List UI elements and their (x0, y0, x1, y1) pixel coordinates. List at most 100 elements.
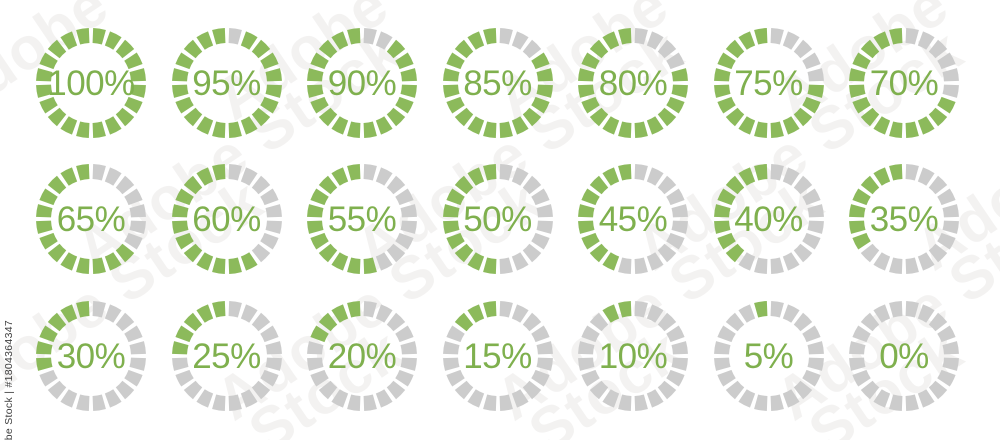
ring-segment-filled (466, 304, 484, 323)
progress-ring-45: 45% (575, 161, 691, 277)
ring-segment-filled (646, 116, 664, 135)
ring-segment-empty (535, 204, 553, 218)
ring-segment-filled (310, 325, 329, 343)
ring-segment-filled (511, 116, 529, 135)
ring-segment-filled (183, 243, 202, 263)
ring-segment-filled (251, 39, 270, 59)
ring-segment-empty (657, 243, 677, 263)
ring-segment-empty (942, 220, 959, 234)
ring-segment-empty (400, 341, 417, 355)
ring-segment-filled (347, 257, 361, 274)
progress-ring-40: 40% (711, 161, 827, 277)
ring-segment-filled (310, 188, 329, 206)
ring-segment-filled (251, 107, 270, 127)
ring-segment-filled (36, 220, 53, 234)
ring-segment-filled (307, 204, 324, 218)
ring-segment-filled (183, 39, 202, 59)
ring-segment-empty (873, 304, 891, 323)
ring-segment-empty (498, 301, 513, 318)
ring-segment-empty (240, 389, 258, 408)
ring-segment-filled (801, 96, 821, 114)
ring-segment-empty (852, 369, 871, 387)
ring-segment-filled (454, 243, 473, 263)
ring-segment-empty (618, 394, 632, 411)
ring-segment-filled (578, 220, 595, 234)
ring-segment-empty (942, 341, 959, 355)
ring-segment-filled (174, 232, 194, 250)
ring-segment-filled (211, 28, 226, 45)
ring-segment-empty (589, 380, 609, 400)
ring-segment-empty (666, 232, 685, 250)
ring-segment-filled (769, 121, 784, 138)
ring-segment-empty (363, 301, 377, 318)
ring-segment-empty (928, 243, 948, 263)
ring-segment-empty (395, 369, 414, 387)
ring-label: 0% (879, 336, 929, 376)
ring-segment-empty (634, 164, 648, 181)
ring-segment-filled (395, 52, 414, 70)
ring-segment-empty (259, 369, 279, 387)
ring-segment-empty (442, 341, 460, 355)
ring-segment-empty (92, 164, 106, 181)
ring-segment-empty (634, 257, 648, 274)
ring-segment-filled (618, 121, 632, 138)
ring-segment-filled (47, 312, 67, 332)
ring-segment-filled (115, 243, 135, 263)
ring-label: 95% (192, 63, 261, 103)
ring-segment-filled (618, 28, 632, 45)
ring-segment-empty (400, 204, 417, 218)
ring-segment-empty (251, 312, 270, 332)
ring-segment-empty (211, 394, 226, 411)
ring-segment-filled (363, 121, 377, 138)
ring-segment-filled (76, 257, 90, 274)
ring-segment-empty (618, 257, 632, 274)
ring-segment-filled (589, 107, 609, 127)
ring-segment-filled (318, 312, 338, 332)
ring-segment-filled (318, 107, 338, 127)
ring-segment-filled (618, 301, 632, 318)
ring-segment-filled (442, 220, 460, 234)
ring-chart-95 (171, 28, 282, 138)
ring-segment-empty (442, 357, 460, 371)
ring-segment-empty (47, 380, 67, 400)
ring-segment-empty (666, 52, 685, 70)
ring-segment-filled (211, 164, 226, 181)
ring-segment-empty (769, 28, 784, 45)
ring-segment-filled (227, 121, 242, 138)
ring-segment-filled (482, 301, 497, 318)
ring-segment-filled (498, 121, 513, 138)
ring-chart-85 (442, 28, 553, 138)
ring-segment-filled (806, 84, 824, 98)
progress-ring-85: 85% (440, 25, 556, 141)
ring-segment-empty (375, 252, 393, 271)
ring-segment-empty (578, 341, 595, 355)
ring-segment-empty (928, 175, 948, 195)
progress-ring-20: 20% (304, 298, 420, 414)
ring-segment-filled (671, 84, 688, 98)
ring-segment-empty (454, 380, 473, 400)
ring-segment-empty (375, 167, 393, 186)
ring-segment-filled (400, 68, 417, 82)
ring-segment-empty (530, 325, 550, 343)
ring-segment-filled (716, 188, 736, 206)
ring-segment-empty (725, 312, 744, 332)
ring-segment-empty (115, 312, 135, 332)
ring-segment-filled (602, 116, 620, 135)
ring-segment-empty (264, 341, 282, 355)
ring-segment-empty (240, 304, 258, 323)
ring-segment-filled (174, 325, 194, 343)
ring-segment-filled (716, 96, 736, 114)
ring-segment-empty (386, 312, 406, 332)
ring-segment-filled (530, 96, 550, 114)
ring-segment-filled (264, 84, 282, 98)
ring-segment-filled (581, 232, 600, 250)
ring-segment-filled (39, 52, 58, 70)
ring-segment-filled (535, 84, 553, 98)
ring-segment-filled (581, 52, 600, 70)
ring-segment-filled (737, 31, 755, 50)
ring-segment-empty (522, 175, 541, 195)
ring-segment-empty (129, 220, 146, 234)
ring-segment-filled (60, 167, 78, 186)
ring-segment-empty (307, 357, 324, 371)
